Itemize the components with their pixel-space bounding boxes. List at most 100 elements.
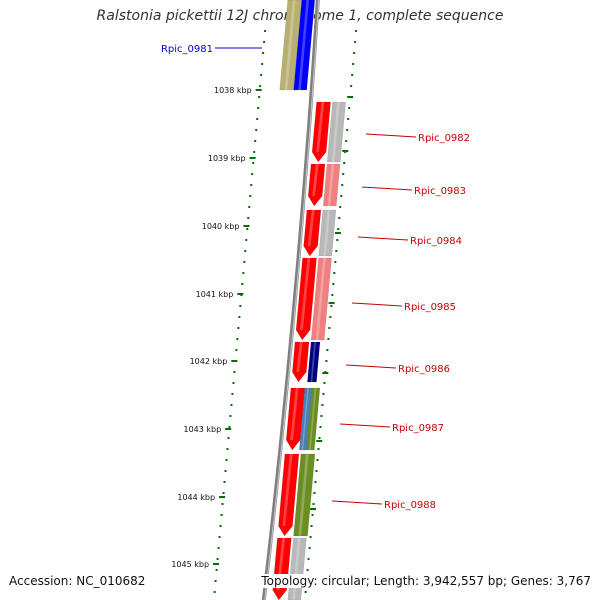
scale-dot [217,558,219,560]
minor-tick [342,150,348,152]
scale-dot [223,492,225,494]
outer-scale-ring [214,30,266,593]
scale-dot [351,74,353,76]
scale-dot [316,470,318,472]
scale-label: 1043 kbp [183,425,221,434]
scale-dot [312,514,314,516]
scale-dot [259,85,261,87]
scale-dot [262,52,264,54]
scale-dot [318,437,320,439]
scale-dot [335,250,337,252]
scale-label: 1044 kbp [177,493,215,502]
scale-dot [316,459,318,461]
scale-dot [241,283,243,285]
scale-dot [309,547,311,549]
scale-dot [244,250,246,252]
scale-dot [308,558,310,560]
scale-dot [339,206,341,208]
scale-label: 1040 kbp [202,222,240,231]
scale-dot [338,217,340,219]
scale-dot [246,228,248,230]
scale-dot [236,338,238,340]
scale-dot [352,63,354,65]
scale-dot [305,591,307,593]
scale-dot [255,129,257,131]
scale-dot [247,217,249,219]
scale-dot [334,261,336,263]
scale-dot [260,74,262,76]
scale-dot [263,41,265,43]
scale-dot [242,272,244,274]
scale-dot [314,492,316,494]
scale-dot [229,415,231,417]
scale-dot [252,162,254,164]
scale-dot [341,184,343,186]
scale-dot [264,30,266,32]
scale-dot [227,437,229,439]
scale-dot [347,118,349,120]
scale-label: 1041 kbp [196,290,234,299]
scale-tick [237,293,243,295]
gene-label-rpic-0981: Rpic_0981 [161,44,213,55]
scale-tick [256,89,262,91]
scale-dot [253,151,255,153]
leader-line [332,501,382,504]
scale-dot [343,162,345,164]
leader-line [352,303,402,306]
scale-dot [230,404,232,406]
minor-tick [347,96,353,98]
minor-tick [322,372,328,374]
scale-tick [231,360,237,362]
scale-label: 1045 kbp [171,560,209,569]
leader-line [358,237,408,240]
scale-dot [233,371,235,373]
scale-dot [251,173,253,175]
genome-map-canvas: Ralstonia pickettii 12J chromosome 1, co… [0,0,600,600]
scale-dot [243,261,245,263]
minor-tick [316,440,322,442]
scale-dot [313,503,315,505]
scale-dot [342,173,344,175]
gene-track [273,0,346,600]
scale-dot [328,327,330,329]
scale-dot [232,382,234,384]
gene-label-rpic-0985: Rpic_0985 [404,302,456,313]
scale-dot [225,470,227,472]
scale-dot [345,140,347,142]
scale-dot [248,206,250,208]
scale-dot [311,525,313,527]
scale-dot [331,294,333,296]
scale-dot [219,536,221,538]
scale-dot [322,393,324,395]
gene-label-rpic-0983: Rpic_0983 [414,186,466,197]
scale-dot [231,393,233,395]
scale-tick [225,428,231,430]
scale-dot [228,426,230,428]
minor-tick [329,302,335,304]
scale-dot [235,349,237,351]
gene-label-rpic-0988: Rpic_0988 [384,500,436,511]
scale-dot [254,140,256,142]
scale-dot [221,514,223,516]
scale-dot [225,459,227,461]
scale-dot [307,569,309,571]
scale-dot [224,481,226,483]
scale-dot [258,96,260,98]
scale-dot [332,283,334,285]
leader-line [340,424,390,427]
scale-dot [355,30,357,32]
scale-label: 1038 kbp [214,86,252,95]
scale-dot [337,228,339,230]
scale-dot [325,360,327,362]
scale-dot [238,316,240,318]
gene-label-rpic-0984: Rpic_0984 [410,236,462,247]
scale-dot [353,52,355,54]
scale-label: 1039 kbp [208,154,246,163]
scale-dot [222,503,224,505]
scale-dot [237,327,239,329]
accession-label: Accession: NC_010682 [9,574,145,588]
gene-label-rpic-0982: Rpic_0982 [418,133,470,144]
scale-dot [333,272,335,274]
minor-tick [335,232,341,234]
leader-line [362,187,412,190]
